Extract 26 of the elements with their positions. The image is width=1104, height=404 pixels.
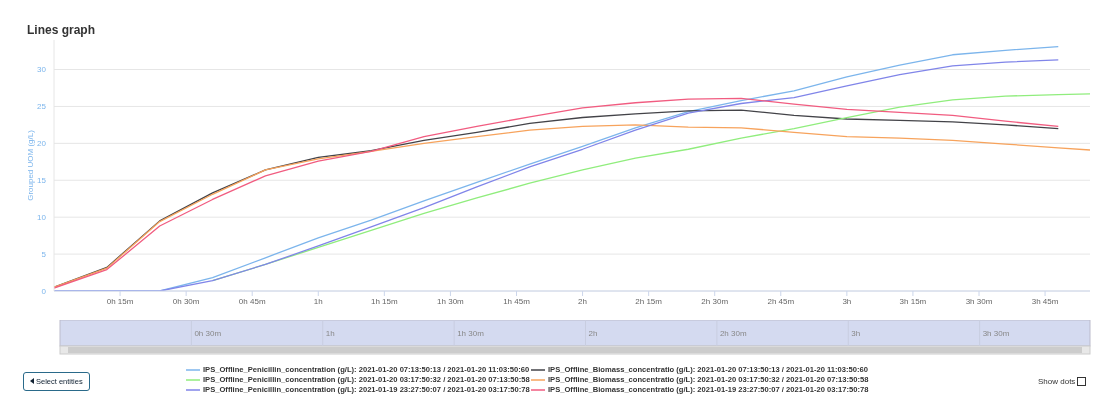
x-tick-label: 3h 15m	[899, 296, 927, 306]
y-tick-label: 10	[37, 213, 47, 223]
x-tick-label: 3h 45m	[1031, 296, 1059, 306]
x-tick-label: 2h	[578, 296, 588, 306]
x-tick-label: 2h 15m	[635, 296, 663, 306]
y-tick-label: 5	[41, 249, 47, 259]
chart-title: Lines graph	[27, 23, 96, 37]
y-tick-label: 15	[37, 176, 47, 186]
x-tick-label: 1h 15m	[371, 296, 399, 306]
x-tick-label: 0h 15m	[106, 296, 134, 306]
y-tick-label: 25	[37, 102, 47, 112]
y-tick-label: 20	[37, 139, 47, 149]
y-tick-label: 30	[37, 65, 47, 75]
x-tick-label: 0h 45m	[238, 296, 266, 306]
x-tick-label: 2h 45m	[767, 296, 795, 306]
x-tick-label: 0h 30m	[172, 296, 200, 306]
x-tick-label: 1h 45m	[503, 296, 531, 306]
y-tick-label: 0	[41, 286, 47, 296]
x-tick-label: 2h 30m	[701, 296, 729, 306]
x-tick-label: 3h	[842, 296, 852, 306]
range-navigator: 0h 30m 1h 1h 30m 2h 2h 30m 3h 3h 30m	[58, 320, 1094, 356]
x-tick-label: 3h 30m	[965, 296, 993, 306]
text: Show dots	[1038, 377, 1076, 386]
y-axis-title: Grouped UOM (g/L)	[25, 129, 35, 201]
x-tick-label: 1h 30m	[437, 296, 465, 306]
x-tick-label: 1h	[313, 296, 323, 306]
